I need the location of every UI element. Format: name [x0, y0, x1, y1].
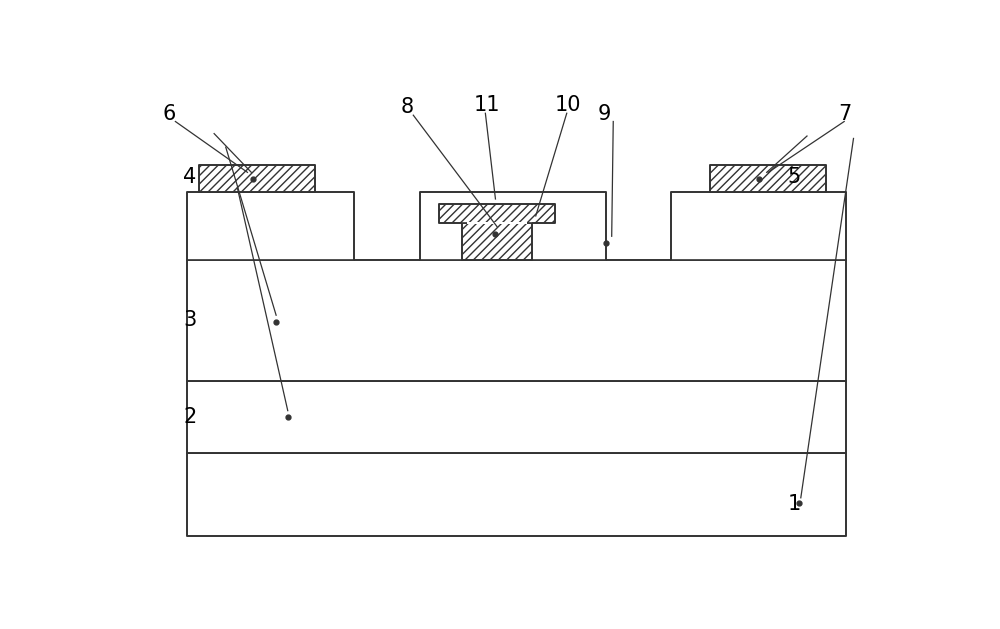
- Bar: [710, 165, 826, 192]
- Text: 11: 11: [474, 94, 500, 114]
- Text: 4: 4: [183, 167, 196, 187]
- Bar: [462, 223, 532, 260]
- Bar: [199, 165, 315, 192]
- Text: 6: 6: [162, 104, 176, 124]
- Text: 8: 8: [400, 97, 413, 117]
- Text: 2: 2: [183, 407, 196, 427]
- Bar: [187, 260, 846, 381]
- Text: 10: 10: [555, 94, 582, 114]
- Text: 3: 3: [183, 310, 196, 330]
- Bar: [187, 192, 354, 260]
- Bar: [187, 454, 846, 536]
- Text: 1: 1: [788, 494, 801, 514]
- Bar: [671, 192, 846, 260]
- Bar: [420, 192, 606, 260]
- Bar: [467, 222, 527, 224]
- Bar: [187, 381, 846, 454]
- Text: 7: 7: [838, 104, 851, 124]
- Text: 9: 9: [598, 104, 611, 124]
- Text: 5: 5: [788, 167, 801, 187]
- Bar: [439, 204, 555, 223]
